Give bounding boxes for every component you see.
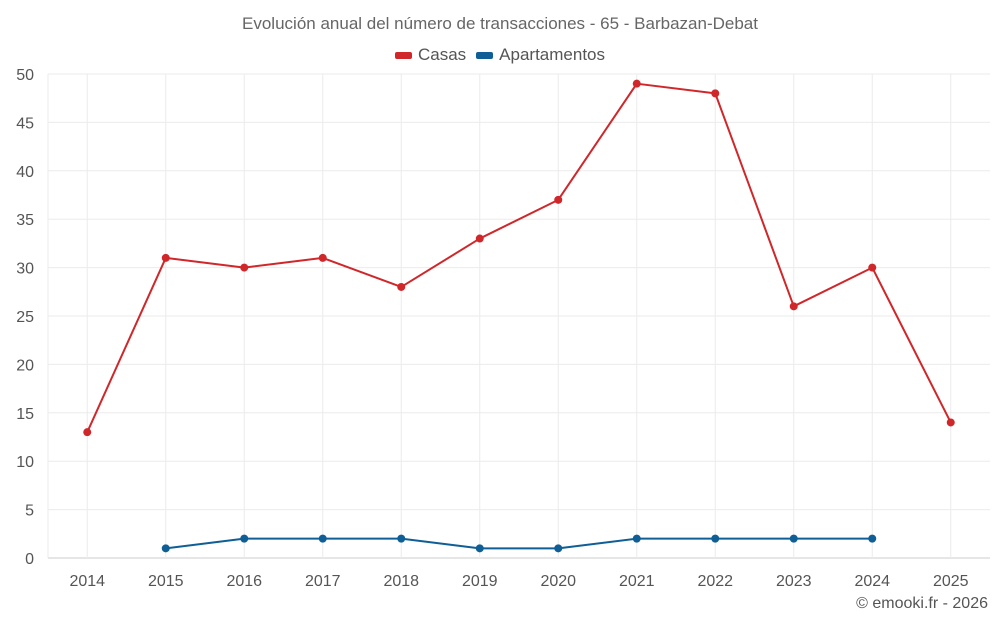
y-tick-label-40: 40: [16, 164, 34, 181]
data-point-apartamentos-2021[interactable]: [632, 534, 641, 543]
data-point-apartamentos-2020[interactable]: [554, 544, 563, 553]
series-line-casas: [86, 82, 952, 433]
series-layer: [83, 79, 955, 553]
data-point-apartamentos-2023[interactable]: [789, 534, 798, 543]
data-point-casas-2024[interactable]: [868, 263, 877, 272]
x-tick-label-2019: 2019: [462, 573, 498, 590]
data-point-apartamentos-2018[interactable]: [397, 534, 406, 543]
y-tick-label-45: 45: [16, 115, 34, 132]
data-point-apartamentos-2022[interactable]: [711, 534, 720, 543]
series-line-apartamentos: [165, 537, 873, 550]
y-tick-label-5: 5: [25, 503, 34, 520]
x-tick-label-2014: 2014: [69, 573, 105, 590]
credit-text: © emooki.fr - 2026: [856, 595, 988, 612]
data-point-casas-2021[interactable]: [632, 79, 641, 88]
data-point-casas-2017[interactable]: [318, 253, 327, 262]
data-point-apartamentos-2016[interactable]: [240, 534, 249, 543]
x-tick-label-2025: 2025: [933, 573, 969, 590]
data-point-casas-2014[interactable]: [83, 428, 92, 437]
y-tick-label-0: 0: [25, 551, 34, 568]
data-point-casas-2016[interactable]: [240, 263, 249, 272]
x-tick-label-2024: 2024: [854, 573, 890, 590]
y-tick-label-50: 50: [16, 67, 34, 84]
grid-layer: [47, 73, 990, 559]
y-tick-label-35: 35: [16, 212, 34, 229]
legend: Casas Apartamentos: [0, 45, 1000, 65]
data-point-casas-2023[interactable]: [789, 302, 798, 311]
legend-swatch-apartamentos: [476, 51, 494, 59]
x-tick-label-2017: 2017: [305, 573, 341, 590]
x-tick-label-2021: 2021: [619, 573, 655, 590]
data-point-apartamentos-2015[interactable]: [161, 544, 170, 553]
y-tick-label-10: 10: [16, 454, 34, 471]
data-point-casas-2022[interactable]: [711, 89, 720, 98]
x-tick-label-2023: 2023: [776, 573, 812, 590]
data-point-casas-2015[interactable]: [161, 253, 170, 262]
x-tick-label-2020: 2020: [540, 573, 576, 590]
chart-title: Evolución anual del número de transaccio…: [242, 14, 758, 33]
data-point-apartamentos-2024[interactable]: [868, 534, 877, 543]
x-tick-label-2018: 2018: [383, 573, 419, 590]
x-tick-label-2015: 2015: [148, 573, 184, 590]
data-point-apartamentos-2017[interactable]: [318, 534, 327, 543]
x-tick-label-2016: 2016: [226, 573, 262, 590]
legend-label-casas: Casas: [417, 45, 467, 64]
data-point-casas-2019[interactable]: [475, 234, 484, 243]
data-point-casas-2025[interactable]: [946, 418, 955, 427]
data-point-casas-2020[interactable]: [554, 195, 563, 204]
legend-label-apartamentos: Apartamentos: [499, 45, 606, 64]
data-point-apartamentos-2019[interactable]: [475, 544, 484, 553]
y-tick-label-30: 30: [16, 261, 34, 278]
x-tick-label-2022: 2022: [697, 573, 733, 590]
y-tick-label-15: 15: [16, 406, 34, 423]
y-tick-label-25: 25: [16, 309, 34, 326]
data-point-casas-2018[interactable]: [397, 282, 406, 291]
legend-swatch-casas: [394, 51, 412, 59]
y-tick-label-20: 20: [16, 357, 34, 374]
legend-item-apartamentos[interactable]: Apartamentos: [476, 45, 605, 65]
legend-item-casas[interactable]: Casas: [394, 45, 467, 65]
